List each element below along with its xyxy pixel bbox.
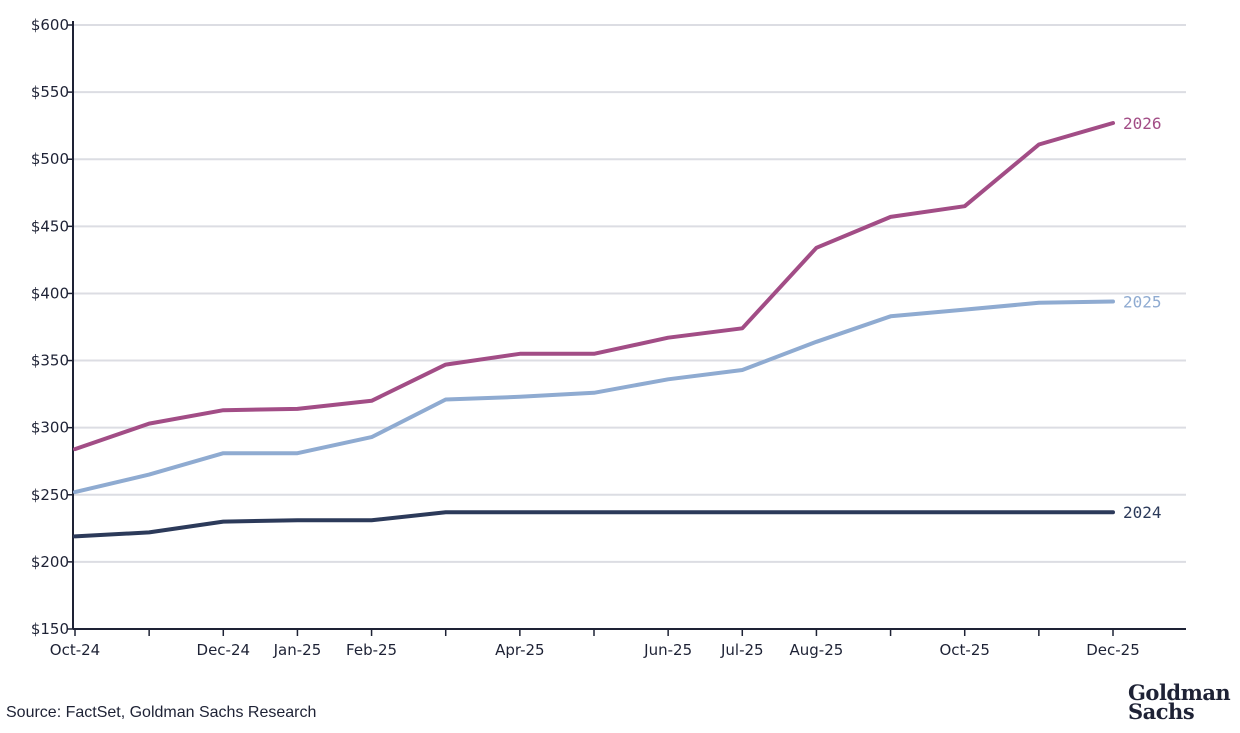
logo-line-1: Goldman (1128, 680, 1231, 705)
y-tick-label: $600 (31, 16, 69, 34)
series-line-2026 (73, 121, 1115, 452)
x-tick-label: Jan-25 (273, 641, 322, 659)
y-tick-label: $250 (31, 486, 69, 504)
x-tick-label: Apr-25 (495, 641, 545, 659)
gridlines (73, 24, 1186, 563)
y-tick-label: $500 (31, 150, 69, 168)
y-tick-label: $150 (31, 620, 69, 638)
y-tick-label: $200 (31, 553, 69, 571)
series-line-2024 (73, 510, 1115, 539)
goldman-sachs-logo: Goldman Sachs (1128, 680, 1238, 724)
series-label-2025: 2025 (1123, 292, 1162, 311)
y-axis: $150 $200 $250 $300 $350 $400 $450 $500 $550 $600 (31, 16, 74, 638)
x-tick-label: Aug-25 (790, 641, 844, 659)
x-tick-label: Jun-25 (643, 641, 692, 659)
y-tick-label: $550 (31, 83, 69, 101)
series-labels: 2026 2025 2024 (1123, 114, 1162, 522)
y-tick-label: $300 (31, 419, 69, 437)
x-tick-label: Feb-25 (346, 641, 397, 659)
series-label-2024: 2024 (1123, 503, 1162, 522)
series-lines (73, 121, 1115, 539)
x-tick-label: Dec-24 (197, 641, 251, 659)
series-line-2025 (73, 299, 1115, 495)
x-tick-label: Dec-25 (1086, 641, 1140, 659)
x-tick-label: Oct-25 (939, 641, 989, 659)
y-tick-label: $350 (31, 352, 69, 370)
series-label-2026: 2026 (1123, 114, 1162, 133)
y-tick-label: $400 (31, 284, 69, 302)
x-tick-label: Oct-24 (50, 641, 100, 659)
x-axis: Oct-24 Dec-24 Jan-25 Feb-25 Apr-25 Jun-25 Jul-… (50, 628, 1186, 659)
logo-line-2: Sachs (1128, 699, 1195, 724)
x-tick-label: Jul-25 (720, 641, 764, 659)
source-note: Source: FactSet, Goldman Sachs Research (6, 704, 317, 721)
y-tick-label: $450 (31, 217, 69, 235)
